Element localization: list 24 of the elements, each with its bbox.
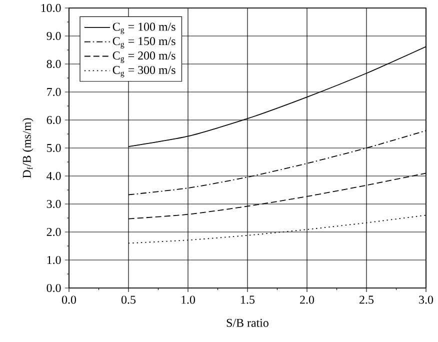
y-tick-label: 1.0 bbox=[47, 256, 61, 264]
y-tick-label: 5.0 bbox=[47, 144, 61, 152]
y-tick-label: 10.0 bbox=[41, 4, 61, 12]
x-tick-label: 0.0 bbox=[62, 296, 76, 304]
x-axis-title: S/B ratio bbox=[226, 318, 268, 327]
y-tick-label: 3.0 bbox=[46, 200, 61, 208]
y-tick-label: 9.0 bbox=[46, 32, 61, 40]
x-tick-label: 1.5 bbox=[241, 296, 255, 304]
legend-label: C$_{g}$ = 300 m/s bbox=[112, 66, 176, 78]
y-tick-label: 0.0 bbox=[46, 284, 61, 292]
x-tick-label: 0.5 bbox=[121, 296, 136, 304]
legend-label: C$_{g}$ = 150 m/s bbox=[112, 37, 176, 49]
y-tick-label: 6.0 bbox=[46, 116, 61, 124]
y-tick-label: 8.0 bbox=[46, 60, 61, 68]
y-tick-label: 4.0 bbox=[46, 172, 61, 180]
y-tick-label: 2.0 bbox=[46, 228, 61, 236]
x-tick-label: 3.0 bbox=[419, 296, 434, 304]
legend-label: C$_{g}$ = 200 m/s bbox=[112, 52, 176, 63]
y-axis-title: D$_{f}$/B (ms/m) bbox=[22, 118, 34, 178]
y-tick-label: 7.0 bbox=[47, 88, 61, 96]
legend-label: C$_{g}$ = 100 m/s bbox=[112, 22, 176, 34]
x-tick-label: 2.0 bbox=[300, 296, 314, 304]
x-tick-label: 2.5 bbox=[360, 296, 374, 304]
x-tick-label: 1.0 bbox=[182, 296, 196, 304]
